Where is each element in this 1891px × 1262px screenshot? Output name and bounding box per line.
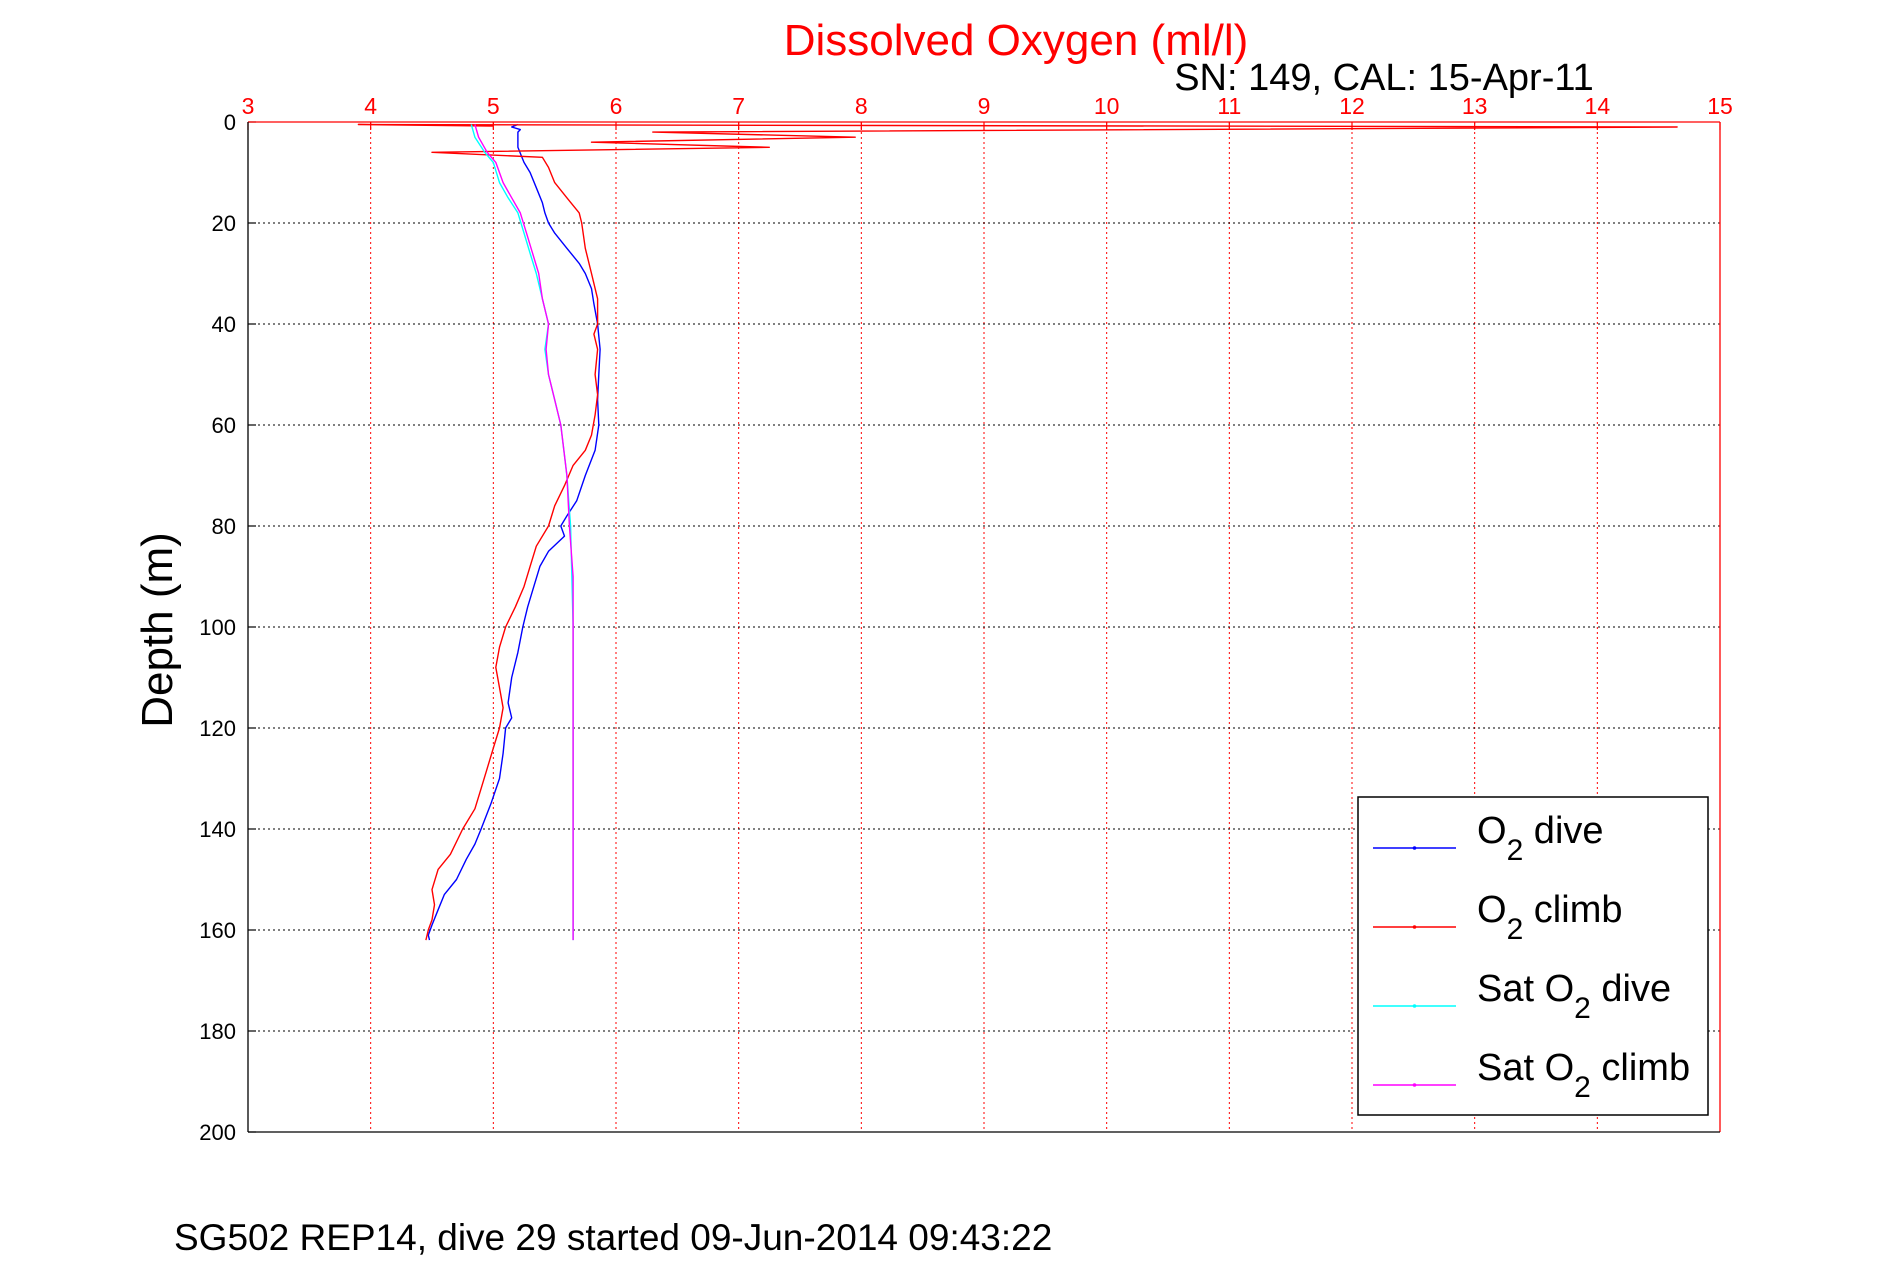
legend-label: O2 dive [1477,810,1604,867]
legend-label-subscript: 2 [1507,913,1524,946]
x-tick-label: 7 [732,93,745,119]
x-tick-label: 5 [487,93,500,119]
legend-label-main: Sat O [1477,1047,1574,1089]
x-tick-label: 6 [610,93,623,119]
x-tick-label: 8 [855,93,868,119]
series-line-3 [474,124,574,941]
y-tick-label: 180 [199,1019,236,1044]
y-tick-label: 0 [224,110,236,135]
y-tick-label: 120 [199,716,236,741]
chart-footer: SG502 REP14, dive 29 started 09-Jun-2014… [174,1217,1052,1258]
legend-label-rest: climb [1591,1047,1690,1089]
legend-label-subscript: 2 [1574,1071,1591,1104]
legend-label-main: Sat O [1477,968,1574,1010]
series-line-2 [470,124,574,941]
plot-lines [357,123,1678,941]
legend-marker [1412,1083,1417,1087]
x-tick-label: 3 [242,93,255,119]
y-tick-label: 100 [199,615,236,640]
y-tick-label: 80 [212,514,236,539]
x-tick-label: 4 [364,93,377,119]
series-line-1 [357,123,1678,941]
y-axis-label: Depth (m) [133,532,182,728]
series-line-0 [427,123,601,941]
legend-label-main: O [1477,889,1507,931]
legend-label-rest: dive [1523,810,1603,852]
legend-label: Sat O2 dive [1477,968,1671,1025]
legend-label-rest: climb [1523,889,1622,931]
x-tick-label: 13 [1462,93,1488,119]
x-tick-label: 11 [1217,93,1241,119]
y-tick-label: 160 [199,918,236,943]
y-tick-labels: 0 20 40 60 80 100 120 140 160 180 200 [199,110,236,1145]
y-tick-label: 40 [212,312,236,337]
legend-label-subscript: 2 [1574,992,1591,1025]
y-tick-label: 140 [199,817,236,842]
legend-label-subscript: 2 [1507,834,1524,867]
y-tick-label: 60 [212,413,236,438]
x-tick-label: 12 [1339,93,1365,119]
legend-label: Sat O2 climb [1477,1047,1690,1104]
legend-marker [1412,925,1417,929]
legend-box [1357,796,1709,1116]
chart-title: Dissolved Oxygen (ml/l) [784,16,1249,65]
y-tick-label: 20 [212,211,236,236]
legend-label-main: O [1477,810,1507,852]
legend-label: O2 climb [1477,889,1622,946]
legend-marker [1412,1004,1417,1008]
x-tick-labels: 3 4 5 6 7 8 9 10 11 12 13 14 15 [242,93,1733,119]
axes [247,121,1721,1133]
y-tick-label: 200 [199,1120,236,1145]
x-tick-label: 15 [1707,93,1733,119]
chart-subtitle: SN: 149, CAL: 15-Apr-11 [1174,57,1594,99]
legend-marker [1412,846,1417,850]
x-tick-label: 9 [978,93,991,119]
x-tick-label: 10 [1094,93,1120,119]
x-tick-label: 14 [1585,93,1611,119]
legend-label-rest: dive [1591,968,1671,1010]
